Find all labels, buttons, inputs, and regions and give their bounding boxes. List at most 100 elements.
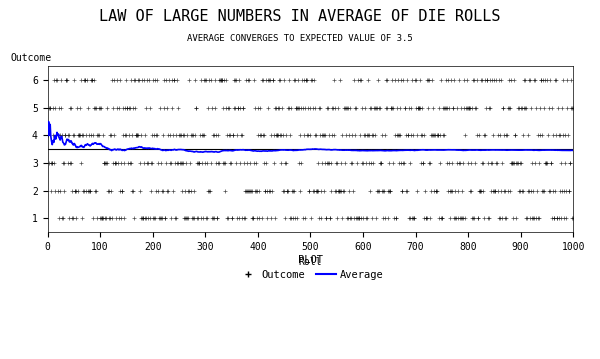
Point [103, 188, 113, 194]
Point [95, 215, 104, 221]
Point [254, 215, 264, 221]
Point [353, 215, 362, 221]
Point [520, 105, 530, 111]
Point [133, 132, 142, 138]
Point [139, 77, 149, 83]
Point [509, 77, 519, 83]
Point [394, 77, 403, 83]
Point [296, 160, 306, 166]
Point [514, 188, 523, 194]
Point [331, 160, 340, 166]
Point [132, 132, 142, 138]
Point [263, 77, 272, 83]
Point [439, 105, 449, 111]
Point [364, 160, 374, 166]
Point [529, 215, 538, 221]
Point [287, 215, 296, 221]
Point [96, 105, 106, 111]
Point [97, 215, 107, 221]
Point [208, 215, 218, 221]
Point [78, 188, 88, 194]
Point [355, 215, 364, 221]
Point [370, 105, 380, 111]
Point [440, 105, 450, 111]
Point [267, 188, 277, 194]
Point [467, 105, 477, 111]
Point [548, 132, 557, 138]
Point [161, 215, 170, 221]
Point [437, 215, 446, 221]
Point [207, 215, 217, 221]
Point [103, 105, 112, 111]
Point [246, 188, 256, 194]
Point [245, 160, 255, 166]
Point [454, 215, 463, 221]
Point [180, 215, 190, 221]
Point [159, 77, 169, 83]
Point [533, 215, 543, 221]
Point [530, 77, 539, 83]
Point [292, 105, 301, 111]
Point [454, 77, 463, 83]
Point [487, 160, 497, 166]
Point [415, 105, 425, 111]
Point [312, 188, 322, 194]
Point [411, 77, 421, 83]
Point [308, 105, 317, 111]
Point [241, 77, 251, 83]
Point [265, 188, 274, 194]
Point [342, 215, 352, 221]
Point [346, 215, 355, 221]
Point [382, 77, 391, 83]
Point [204, 77, 214, 83]
Point [277, 105, 287, 111]
Point [384, 188, 394, 194]
Point [530, 77, 539, 83]
Point [353, 77, 363, 83]
Point [374, 188, 383, 194]
Point [89, 105, 99, 111]
Point [111, 215, 121, 221]
Point [518, 188, 528, 194]
Point [488, 132, 497, 138]
Point [320, 160, 329, 166]
Point [476, 188, 485, 194]
Point [375, 160, 385, 166]
Point [380, 132, 389, 138]
Point [521, 215, 531, 221]
Point [442, 160, 451, 166]
Point [454, 160, 464, 166]
Point [293, 77, 303, 83]
Point [391, 215, 401, 221]
Point [373, 188, 382, 194]
X-axis label: Roll: Roll [299, 257, 322, 267]
Point [470, 160, 480, 166]
Point [508, 160, 518, 166]
Point [294, 105, 304, 111]
Point [233, 105, 242, 111]
Point [146, 160, 155, 166]
Point [490, 188, 499, 194]
Point [122, 105, 132, 111]
Point [236, 132, 246, 138]
Point [523, 188, 533, 194]
Point [304, 188, 314, 194]
Point [83, 105, 92, 111]
Point [458, 215, 468, 221]
Point [110, 160, 119, 166]
Point [551, 188, 560, 194]
Point [513, 105, 523, 111]
Point [328, 105, 337, 111]
Point [390, 77, 400, 83]
Point [526, 105, 536, 111]
Point [166, 160, 175, 166]
Point [304, 132, 313, 138]
Point [424, 77, 433, 83]
Point [263, 105, 273, 111]
Point [403, 188, 412, 194]
Point [458, 160, 467, 166]
Point [223, 215, 233, 221]
Point [455, 160, 464, 166]
Point [432, 188, 442, 194]
Point [419, 132, 429, 138]
